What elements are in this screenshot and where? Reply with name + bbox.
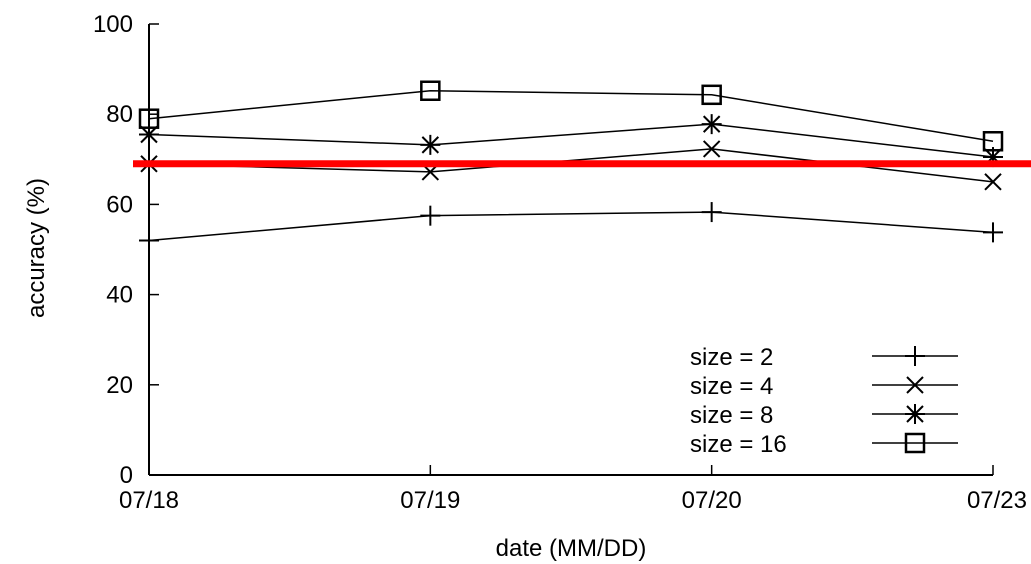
marker-stroke xyxy=(420,80,441,101)
series-plus xyxy=(139,202,1003,251)
marker-stroke xyxy=(701,84,722,106)
legend-label: size = 4 xyxy=(690,373,773,400)
marker-plus xyxy=(701,202,722,223)
marker-stroke xyxy=(702,115,721,133)
marker-stroke xyxy=(906,405,924,423)
marker-star xyxy=(701,114,722,135)
legend-label: size = 8 xyxy=(690,402,773,429)
series-line xyxy=(148,211,994,242)
marker-plus xyxy=(905,346,925,366)
marker-cross xyxy=(702,140,721,158)
series-square xyxy=(138,80,1004,152)
marker-square xyxy=(982,131,1004,152)
y-tick-label: 20 xyxy=(106,372,133,399)
x-tick-label: 07/19 xyxy=(400,487,460,514)
marker-stroke xyxy=(984,173,1002,191)
marker-square xyxy=(138,108,160,129)
marker-stroke xyxy=(140,125,158,144)
marker-plus xyxy=(983,222,1003,243)
y-tick-label: 80 xyxy=(106,101,133,128)
series-line xyxy=(148,123,994,158)
y-tick-label: 0 xyxy=(120,462,133,489)
x-tick-label: 07/18 xyxy=(119,487,179,514)
marker-stroke xyxy=(906,376,924,394)
marker-stroke xyxy=(138,108,160,129)
y-tick-label: 40 xyxy=(106,282,133,309)
marker-plus xyxy=(139,230,159,251)
legend-label: size = 16 xyxy=(690,431,787,458)
marker-square xyxy=(420,80,441,101)
marker-stroke xyxy=(982,131,1004,152)
x-axis-label: date (MM/DD) xyxy=(496,535,647,562)
marker-stroke xyxy=(904,432,926,454)
x-tick-label: 07/23 xyxy=(967,487,1027,514)
x-tick-label: 07/20 xyxy=(682,487,742,514)
marker-stroke xyxy=(421,136,440,154)
y-tick-label: 60 xyxy=(106,191,133,218)
marker-stroke xyxy=(702,140,721,158)
marker-square xyxy=(904,432,926,454)
marker-star xyxy=(420,134,441,155)
marker-plus xyxy=(420,205,441,226)
series-line xyxy=(148,89,994,142)
marker-square xyxy=(701,84,722,106)
legend-label: size = 2 xyxy=(690,344,773,371)
y-axis-label: accuracy (%) xyxy=(23,178,50,318)
marker-cross xyxy=(984,173,1002,191)
marker-cross xyxy=(906,376,924,394)
axes: 0 20 40 60 80 100 07/18 07/19 07/20 07/23 xyxy=(93,11,1027,514)
y-tick-label: 100 xyxy=(93,11,133,38)
marker-star xyxy=(905,404,925,424)
